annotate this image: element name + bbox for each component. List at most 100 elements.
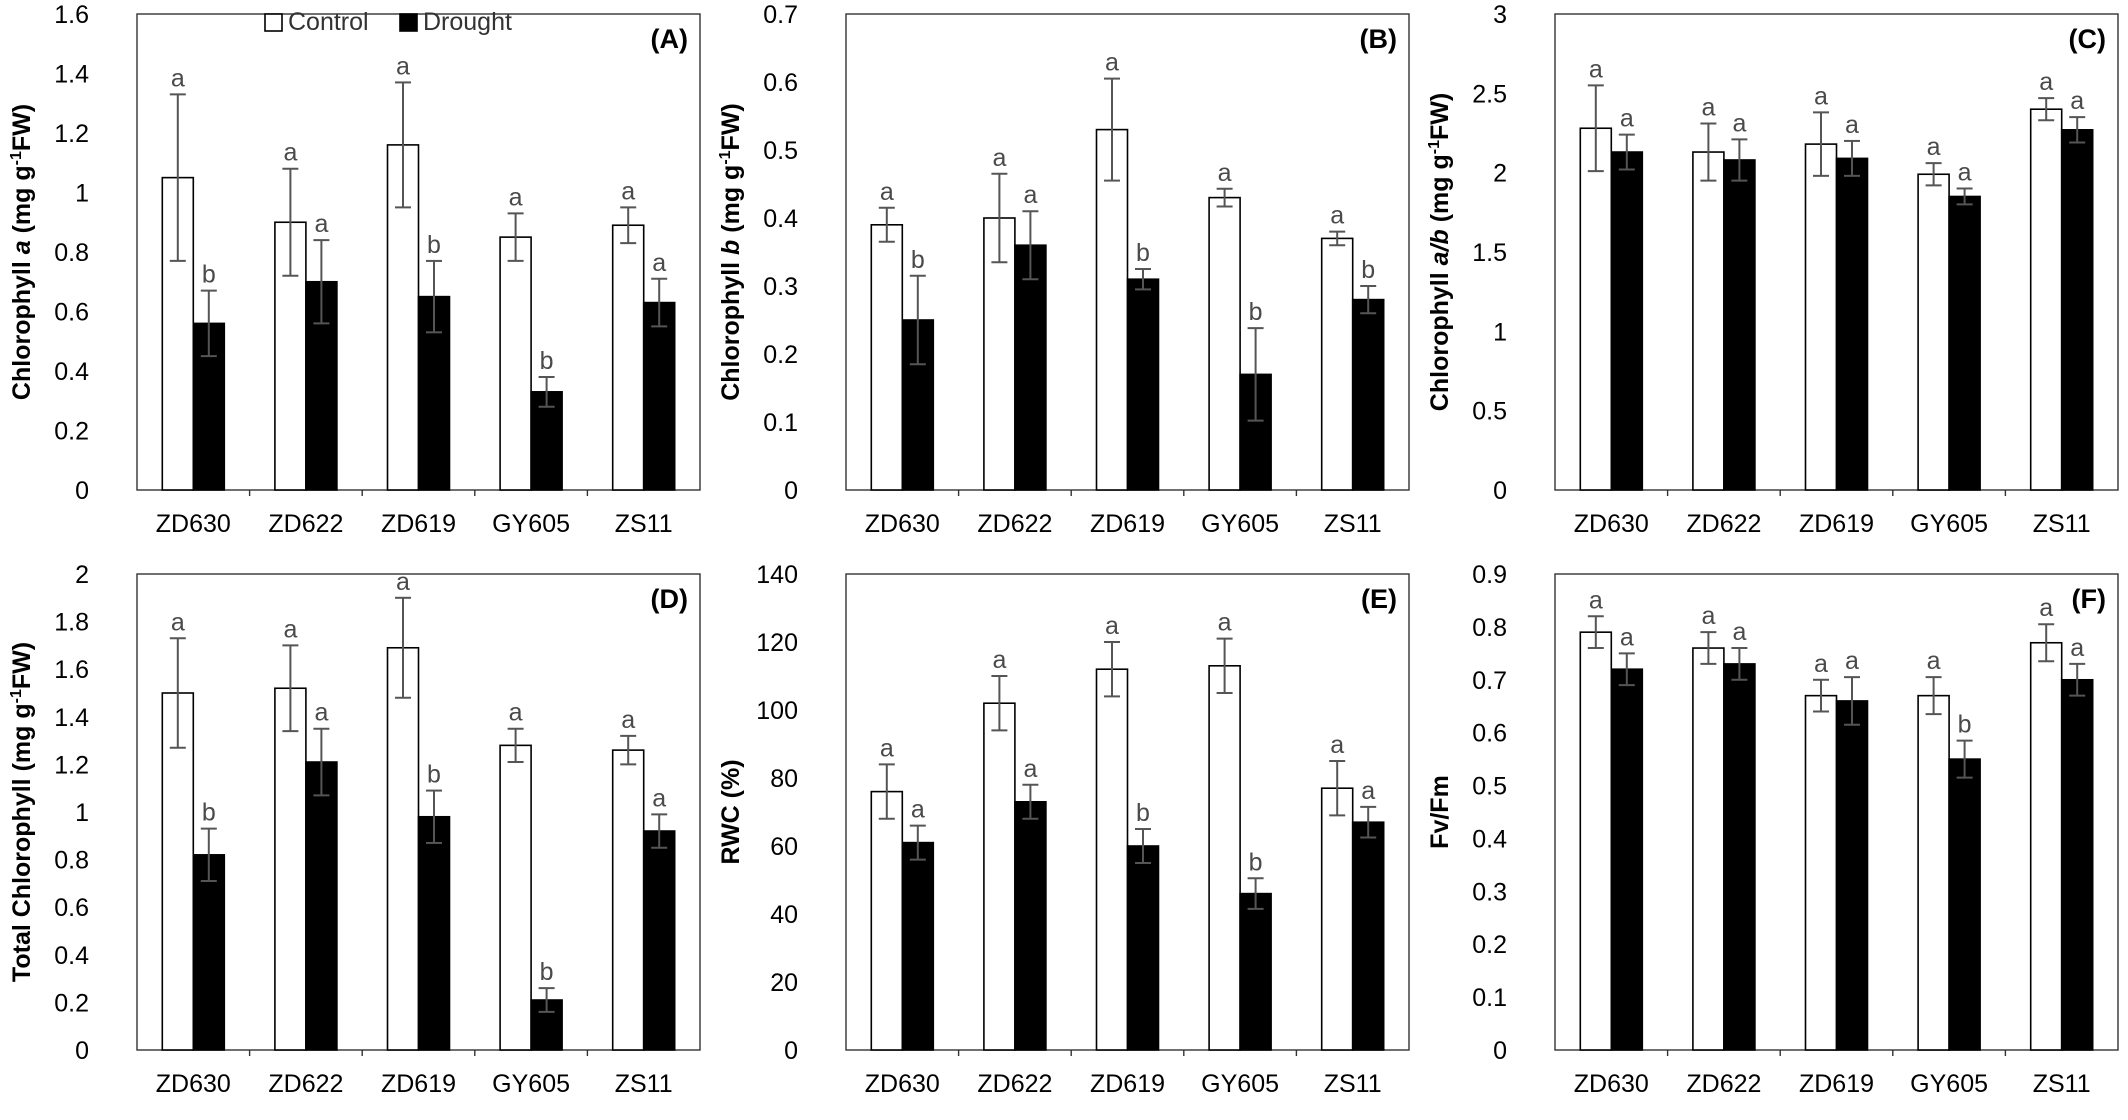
bar-control (1095, 128, 1129, 491)
chart-svg: 0 0.1 0.2 0.3 0.4 0.5 0.6 0.7 0.8 0.9 Fv/Fm (F) ZD63… (1426, 561, 2119, 1098)
significance-letter: b (1136, 239, 1150, 267)
significance-letter: a (1845, 647, 1859, 675)
x-tick-label: ZD630 (156, 1070, 231, 1098)
significance-letter: b (202, 799, 216, 827)
y-tick-label: 40 (770, 901, 798, 929)
bar-drought (192, 854, 226, 1051)
significance-letter: a (171, 64, 185, 92)
significance-letter: a (2070, 634, 2084, 662)
x-tick-label: ZD630 (865, 1070, 940, 1098)
legend-swatch-control (264, 13, 283, 32)
panel-d: 0 0.2 0.4 0.6 0.8 1 1.2 1.4 1.6 1.8 2 Total Chlorop… (0, 560, 709, 1120)
bar-control (386, 646, 420, 1051)
significance-letter: a (1814, 82, 1828, 110)
y-tick-label: 0.2 (54, 418, 89, 446)
bar-drought (1610, 151, 1644, 491)
x-tick-label: GY605 (492, 1070, 570, 1098)
y-axis-label-part: FW) (8, 104, 36, 151)
panel-b: 0 0.1 0.2 0.3 0.4 0.5 0.6 0.7 Chlorophyll b (mg … (709, 0, 1418, 560)
y-axis-label-part: -1 (717, 150, 734, 164)
y-tick-label: 0.5 (763, 137, 798, 165)
y-tick-label: 1.5 (1472, 239, 1507, 267)
y-tick-label: 0.1 (1472, 984, 1507, 1012)
x-tick-label: ZS11 (615, 1070, 673, 1098)
bar-drought (1239, 892, 1272, 1051)
y-tick-label: 100 (756, 697, 798, 725)
bar-control (1208, 196, 1241, 491)
significance-letter: a (1361, 777, 1375, 805)
y-axis-label: RWC (%) (717, 759, 745, 864)
x-tick-label: ZD619 (1799, 510, 1874, 538)
significance-letter: a (1218, 609, 1232, 637)
bar-drought (1351, 821, 1385, 1051)
y-axis-label-part: -1 (1426, 140, 1443, 154)
x-tick-label: ZD619 (1799, 1070, 1874, 1098)
y-tick-label: 140 (756, 561, 798, 589)
significance-letter: a (621, 177, 635, 205)
significance-letter: b (427, 761, 441, 789)
y-tick-label: 0.6 (54, 894, 89, 922)
panel-tag: (A) (651, 24, 688, 54)
y-tick-label: 2 (75, 561, 89, 589)
bar-control (1804, 143, 1838, 491)
bar-control (499, 236, 532, 491)
significance-letter: a (1732, 618, 1746, 646)
significance-letter: a (1105, 612, 1119, 640)
y-axis-label-part: Chlorophyll (8, 254, 36, 400)
bar-control (274, 687, 307, 1051)
significance-letter: a (1701, 93, 1715, 121)
significance-letter: a (1218, 159, 1232, 187)
bar-control (611, 224, 645, 491)
significance-letter: a (1330, 202, 1344, 230)
chart-svg: 0 0.2 0.4 0.6 0.8 1 1.2 1.4 1.6 1.8 2 Total Chlorop… (8, 561, 701, 1098)
y-tick-label: 0.6 (1472, 720, 1507, 748)
significance-letter: b (911, 246, 925, 274)
y-tick-label: 0.2 (54, 989, 89, 1017)
panel-e: 0 20 40 60 80 100 120 140 RWC (%) (E) ZD630 ZD622 ZD… (709, 560, 1418, 1120)
significance-letter: a (283, 139, 297, 167)
bar-drought (2060, 678, 2094, 1051)
y-axis-label-part: a (8, 240, 36, 254)
y-tick-label: 0.3 (1472, 878, 1507, 906)
x-tick-label: ZD619 (381, 510, 456, 538)
significance-letter: a (2039, 594, 2053, 622)
y-axis-label-part: FW) (717, 103, 745, 150)
legend-swatch-drought (399, 13, 418, 32)
y-tick-label: 0.4 (763, 205, 798, 233)
y-tick-label: 0.8 (54, 847, 89, 875)
bar-control (1320, 237, 1354, 491)
x-tick-label: ZD622 (1686, 1070, 1761, 1098)
x-tick-label: GY605 (1910, 510, 1988, 538)
panel-tag: (B) (1360, 24, 1397, 54)
x-tick-label: ZD630 (865, 510, 940, 538)
y-tick-label: 0 (75, 1037, 89, 1065)
significance-letter: a (1701, 602, 1715, 630)
y-tick-label: 0.2 (1472, 931, 1507, 959)
significance-letter: a (1958, 159, 1972, 187)
y-axis-label-part: RWC (%) (717, 759, 745, 864)
bar-drought (1835, 157, 1869, 491)
bar-control (1804, 694, 1838, 1051)
bar-drought (1351, 298, 1385, 491)
x-tick-label: ZS11 (1324, 510, 1382, 538)
bar-drought (901, 841, 935, 1051)
bar-control (983, 702, 1016, 1051)
x-tick-label: ZD622 (268, 510, 343, 538)
y-axis-label-part: (mg g (1426, 154, 1454, 229)
bar-control (1917, 173, 1950, 491)
significance-letter: a (880, 178, 894, 206)
significance-letter: a (1589, 55, 1603, 83)
x-tick-label: ZD630 (1574, 1070, 1649, 1098)
significance-letter: a (652, 784, 666, 812)
significance-letter: a (509, 183, 523, 211)
y-tick-label: 1.8 (54, 609, 89, 637)
x-tick-label: GY605 (1910, 1070, 1988, 1098)
significance-letter: a (283, 615, 297, 643)
bar-control (870, 790, 904, 1051)
bar-control (1579, 631, 1613, 1051)
y-tick-label: 1 (75, 799, 89, 827)
y-tick-label: 2 (1493, 160, 1507, 188)
y-tick-label: 0 (784, 477, 798, 505)
x-tick-label: ZD622 (977, 510, 1052, 538)
y-axis-label-part: Fv/Fm (1426, 775, 1454, 849)
